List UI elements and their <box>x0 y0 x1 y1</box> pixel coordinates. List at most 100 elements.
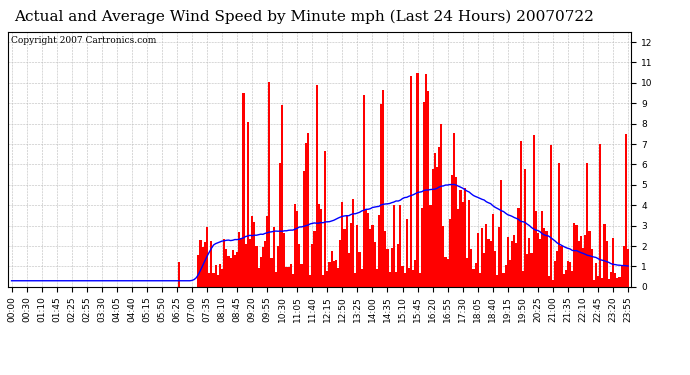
Bar <box>331 251 333 287</box>
Bar <box>541 211 543 287</box>
Bar <box>515 243 518 287</box>
Bar <box>228 256 230 287</box>
Bar <box>363 95 365 287</box>
Bar <box>292 274 294 287</box>
Bar <box>556 251 558 287</box>
Bar <box>266 216 268 287</box>
Bar <box>305 144 307 287</box>
Bar <box>470 249 473 287</box>
Bar <box>296 211 298 287</box>
Bar <box>543 228 545 287</box>
Bar <box>259 257 262 287</box>
Bar <box>367 213 369 287</box>
Bar <box>313 231 315 287</box>
Bar <box>627 249 629 287</box>
Bar <box>402 266 404 287</box>
Bar <box>273 227 275 287</box>
Bar <box>219 264 221 287</box>
Bar <box>223 239 225 287</box>
Bar <box>586 163 589 287</box>
Bar <box>333 261 335 287</box>
Bar <box>601 278 604 287</box>
Bar <box>303 171 305 287</box>
Bar <box>589 231 591 287</box>
Bar <box>620 266 623 287</box>
Bar <box>221 269 223 287</box>
Bar <box>425 74 427 287</box>
Bar <box>201 248 204 287</box>
Bar <box>513 235 515 287</box>
Bar <box>593 280 595 287</box>
Bar <box>421 208 423 287</box>
Bar <box>369 229 371 287</box>
Bar <box>466 258 468 287</box>
Bar <box>575 225 578 287</box>
Bar <box>417 73 419 287</box>
Bar <box>335 260 337 287</box>
Bar <box>298 243 300 287</box>
Bar <box>342 202 344 287</box>
Bar <box>300 264 303 287</box>
Bar <box>554 261 556 287</box>
Bar <box>225 249 228 287</box>
Bar <box>614 273 616 287</box>
Bar <box>199 240 201 287</box>
Bar <box>578 241 580 287</box>
Bar <box>446 260 448 287</box>
Bar <box>548 276 550 287</box>
Bar <box>253 222 255 287</box>
Bar <box>264 242 266 287</box>
Bar <box>496 275 498 287</box>
Bar <box>236 252 238 287</box>
Bar <box>506 237 509 287</box>
Bar <box>520 141 522 287</box>
Bar <box>531 253 533 287</box>
Bar <box>210 241 213 287</box>
Bar <box>448 219 451 287</box>
Bar <box>245 244 247 287</box>
Bar <box>213 273 215 287</box>
Bar <box>307 134 309 287</box>
Bar <box>610 272 612 287</box>
Bar <box>197 255 199 287</box>
Bar <box>352 199 354 287</box>
Bar <box>436 167 438 287</box>
Bar <box>388 272 391 287</box>
Bar <box>232 250 234 287</box>
Bar <box>309 275 311 287</box>
Bar <box>365 210 367 287</box>
Bar <box>524 169 526 287</box>
Bar <box>311 244 313 287</box>
Bar <box>455 177 457 287</box>
Bar <box>423 102 425 287</box>
Bar <box>475 263 477 287</box>
Bar <box>511 241 513 287</box>
Bar <box>427 91 429 287</box>
Bar <box>208 273 210 287</box>
Bar <box>337 268 339 287</box>
Bar <box>483 253 485 287</box>
Bar <box>406 219 408 287</box>
Bar <box>533 135 535 287</box>
Bar <box>373 242 375 287</box>
Bar <box>359 252 361 287</box>
Bar <box>539 239 541 287</box>
Bar <box>238 232 240 287</box>
Bar <box>346 216 348 287</box>
Bar <box>419 273 421 287</box>
Bar <box>545 231 548 287</box>
Bar <box>412 270 415 287</box>
Bar <box>279 164 281 287</box>
Bar <box>247 122 249 287</box>
Bar <box>382 90 384 287</box>
Text: Copyright 2007 Cartronics.com: Copyright 2007 Cartronics.com <box>12 36 157 45</box>
Bar <box>262 247 264 287</box>
Bar <box>612 238 614 287</box>
Bar <box>550 146 552 287</box>
Bar <box>384 231 386 287</box>
Bar <box>410 76 412 287</box>
Bar <box>386 249 388 287</box>
Bar <box>477 233 479 287</box>
Bar <box>375 268 378 287</box>
Bar <box>485 224 487 287</box>
